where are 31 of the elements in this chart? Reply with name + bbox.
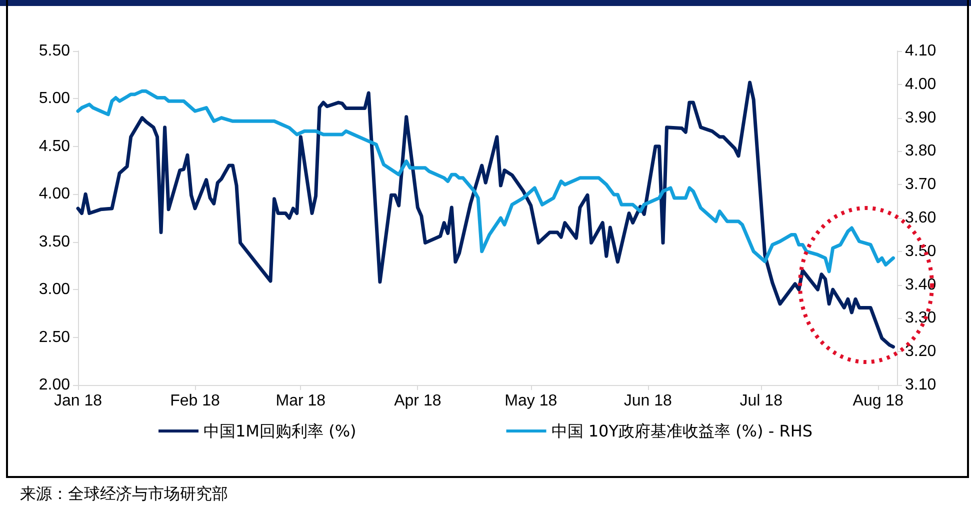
x-tick-label: Jul 18	[740, 392, 783, 410]
y-tick-label: 4.00	[38, 186, 70, 203]
source-note: 来源：全球经济与市场研究部	[20, 484, 228, 505]
line-series	[76, 89, 895, 274]
y-tick-label: 2.00	[38, 376, 70, 394]
x-tick-label: Feb 18	[170, 392, 220, 410]
y2-tick-label: 3.30	[905, 310, 936, 327]
x-tick-label: Apr 18	[394, 392, 442, 410]
y-tick-label: 3.50	[38, 233, 70, 250]
y2-tick-label: 3.70	[905, 176, 936, 194]
y-tick-label: 2.50	[38, 328, 70, 346]
legend-label: 中国 10Y政府基准收益率 (%) - RHS	[551, 422, 813, 440]
y2-tick-label: 3.90	[905, 109, 936, 126]
y2-tick-label: 3.40	[905, 276, 936, 294]
x-tick-label: Aug 18	[852, 392, 904, 410]
y2-tick-label: 4.00	[905, 76, 936, 93]
y-tick-label: 5.50	[38, 42, 70, 60]
x-tick-label: Jun 18	[624, 392, 672, 410]
y2-tick-label: 3.60	[905, 210, 936, 226]
y2-tick-label: 4.10	[905, 42, 936, 60]
line-series	[76, 80, 895, 349]
legend-label: 中国1M回购利率 (%)	[204, 422, 356, 440]
y2-tick-label: 3.20	[905, 343, 936, 360]
x-tick-label: Mar 18	[276, 392, 326, 410]
x-tick-label: Jan 18	[54, 392, 102, 410]
y2-tick-label: 3.10	[905, 376, 936, 394]
y-tick-label: 5.00	[38, 90, 70, 108]
x-tick-label: May 18	[504, 392, 558, 410]
y2-tick-label: 3.80	[905, 142, 936, 160]
y-tick-label: 3.00	[38, 281, 70, 298]
y-tick-label: 4.50	[38, 138, 70, 155]
